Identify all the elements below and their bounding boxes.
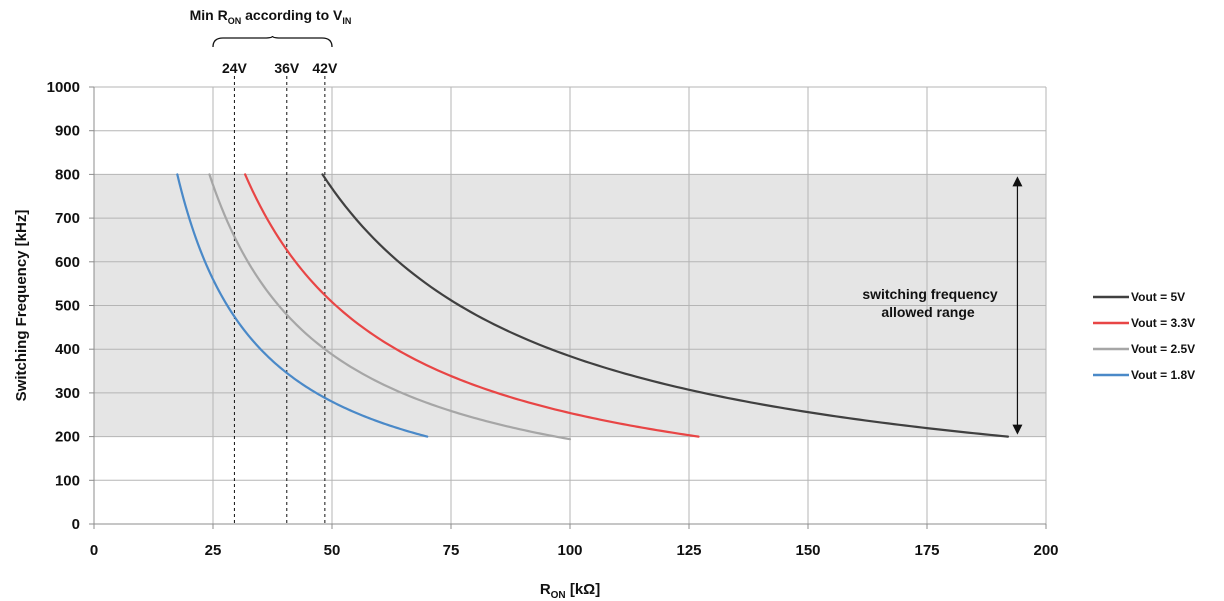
series-layer <box>176 173 1010 441</box>
vin-marker-label: 36V <box>274 60 300 76</box>
x-axis-title: RON [kΩ] <box>540 581 600 601</box>
y-tick-label: 0 <box>72 516 80 533</box>
allowed-range-arrowhead-top <box>1012 176 1023 187</box>
y-axis-title: Switching Frequency [kHz] <box>13 210 30 402</box>
allowed-range-label-line1: switching frequency <box>862 286 998 302</box>
y-tick-label: 700 <box>55 210 80 227</box>
series-line <box>176 173 429 438</box>
y-tick-label: 600 <box>55 254 80 271</box>
y-tick-label: 100 <box>55 472 80 489</box>
legend-label: Vout = 2.5V <box>1131 342 1195 356</box>
axis-layer: 0 100 200 300 400 500 600 700 800 900 1000 0 25 50 75 1… <box>13 79 1059 601</box>
x-tick-label: 0 <box>90 542 98 559</box>
legend-label: Vout = 3.3V <box>1131 316 1195 330</box>
x-tick-label: 150 <box>795 542 820 559</box>
annotation-layer: Min RON according to VIN 24V 36V 42V switchi… <box>190 7 1023 435</box>
y-tick-label: 300 <box>55 385 80 402</box>
x-tick-label: 100 <box>557 542 582 559</box>
x-tick-label: 50 <box>324 542 341 559</box>
legend-label: Vout = 1.8V <box>1131 368 1195 382</box>
x-tick-label: 175 <box>914 542 939 559</box>
legend: Vout = 5V Vout = 3.3V Vout = 2.5V Vout = 1.… <box>1093 290 1195 382</box>
y-tick-label: 800 <box>55 166 80 183</box>
grid-layer <box>94 86 1047 524</box>
series-line <box>244 173 700 438</box>
y-tick-label: 900 <box>55 123 80 140</box>
min-ron-brace <box>212 35 333 48</box>
allowed-range-label-line2: allowed range <box>881 304 975 320</box>
y-tick-label: 200 <box>55 429 80 446</box>
legend-label: Vout = 5V <box>1131 290 1185 304</box>
y-tick-label: 400 <box>55 341 80 358</box>
x-tick-label: 200 <box>1033 542 1058 559</box>
x-tick-label: 125 <box>676 542 701 559</box>
vin-marker-label: 24V <box>222 60 248 76</box>
y-tick-label: 500 <box>55 298 80 315</box>
min-ron-annotation-title: Min RON according to VIN <box>190 7 352 26</box>
allowed-range-arrowhead-bottom <box>1012 424 1023 435</box>
vin-marker-layer <box>233 76 326 524</box>
y-tick-label: 1000 <box>47 79 80 96</box>
series-line <box>321 173 1010 438</box>
x-tick-label: 25 <box>205 542 222 559</box>
x-tick-label: 75 <box>443 542 460 559</box>
series-line <box>208 173 572 441</box>
vin-marker-label: 42V <box>312 60 338 76</box>
